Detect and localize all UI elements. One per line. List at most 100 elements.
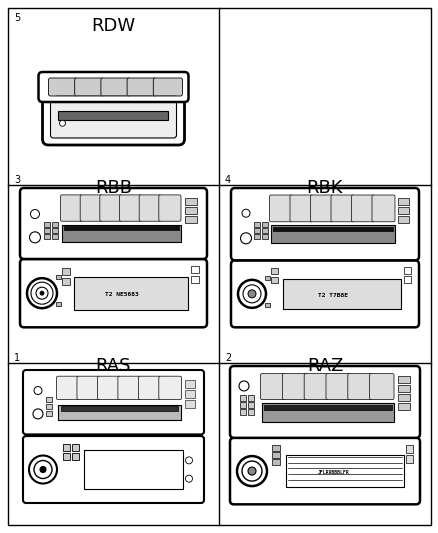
Circle shape bbox=[36, 287, 48, 299]
FancyBboxPatch shape bbox=[97, 376, 120, 400]
Bar bbox=[64, 226, 179, 230]
Bar bbox=[263, 405, 391, 410]
FancyBboxPatch shape bbox=[77, 376, 99, 400]
Text: 5: 5 bbox=[14, 13, 20, 23]
FancyBboxPatch shape bbox=[230, 260, 418, 327]
Bar bbox=[270, 268, 277, 274]
Bar bbox=[405, 445, 412, 453]
Text: RDW: RDW bbox=[91, 17, 135, 35]
FancyBboxPatch shape bbox=[159, 195, 180, 221]
Text: JFLR9BBBLFR: JFLR9BBBLFR bbox=[317, 470, 348, 475]
Bar bbox=[272, 445, 279, 451]
Bar bbox=[184, 400, 194, 408]
FancyBboxPatch shape bbox=[48, 78, 78, 96]
Text: T2 NE5683: T2 NE5683 bbox=[105, 292, 138, 297]
Bar bbox=[397, 207, 408, 214]
FancyBboxPatch shape bbox=[118, 376, 140, 400]
Bar bbox=[272, 227, 392, 231]
Bar bbox=[254, 235, 259, 239]
Bar bbox=[261, 222, 267, 228]
Bar bbox=[247, 409, 254, 415]
Bar bbox=[52, 233, 58, 239]
Text: 2: 2 bbox=[225, 353, 231, 363]
Bar bbox=[283, 279, 400, 309]
FancyBboxPatch shape bbox=[57, 376, 79, 400]
Text: RBB: RBB bbox=[95, 179, 132, 197]
FancyBboxPatch shape bbox=[347, 374, 371, 400]
Circle shape bbox=[34, 461, 52, 479]
FancyBboxPatch shape bbox=[39, 72, 188, 102]
FancyBboxPatch shape bbox=[119, 195, 141, 221]
Bar bbox=[285, 455, 403, 487]
Bar bbox=[74, 277, 187, 310]
Bar bbox=[46, 404, 52, 409]
Bar bbox=[184, 390, 194, 398]
Bar bbox=[44, 233, 50, 239]
Bar bbox=[397, 376, 409, 383]
Bar bbox=[240, 395, 245, 401]
Bar bbox=[58, 405, 180, 419]
Bar bbox=[254, 228, 259, 233]
Circle shape bbox=[40, 291, 44, 295]
FancyBboxPatch shape bbox=[310, 195, 333, 222]
FancyBboxPatch shape bbox=[230, 188, 418, 260]
FancyBboxPatch shape bbox=[80, 195, 102, 221]
FancyBboxPatch shape bbox=[20, 188, 207, 259]
FancyBboxPatch shape bbox=[369, 374, 393, 400]
Bar bbox=[191, 276, 198, 283]
Bar bbox=[403, 268, 410, 274]
FancyBboxPatch shape bbox=[330, 195, 353, 222]
Circle shape bbox=[27, 278, 57, 308]
Text: RAS: RAS bbox=[95, 357, 131, 375]
Bar bbox=[184, 380, 194, 388]
Bar bbox=[184, 216, 197, 223]
Bar bbox=[46, 411, 52, 416]
Bar bbox=[56, 302, 61, 306]
Bar bbox=[403, 276, 410, 284]
FancyBboxPatch shape bbox=[138, 376, 161, 400]
Circle shape bbox=[243, 285, 261, 303]
Bar bbox=[240, 402, 245, 408]
FancyBboxPatch shape bbox=[23, 370, 204, 434]
FancyBboxPatch shape bbox=[101, 78, 130, 96]
FancyBboxPatch shape bbox=[60, 195, 82, 221]
Circle shape bbox=[241, 461, 261, 481]
Bar bbox=[62, 278, 70, 285]
Text: 3: 3 bbox=[14, 175, 20, 185]
Text: 1: 1 bbox=[14, 353, 20, 363]
Text: 4: 4 bbox=[225, 175, 230, 185]
FancyBboxPatch shape bbox=[50, 95, 176, 138]
Circle shape bbox=[237, 280, 265, 308]
Bar bbox=[46, 397, 52, 402]
FancyBboxPatch shape bbox=[139, 195, 161, 221]
Bar bbox=[405, 455, 412, 463]
FancyBboxPatch shape bbox=[74, 78, 104, 96]
FancyBboxPatch shape bbox=[159, 376, 181, 400]
Bar bbox=[397, 385, 409, 392]
Bar bbox=[61, 406, 177, 411]
Bar bbox=[44, 222, 50, 227]
Circle shape bbox=[29, 456, 57, 483]
FancyBboxPatch shape bbox=[351, 195, 374, 222]
Bar bbox=[261, 228, 267, 233]
Circle shape bbox=[60, 120, 65, 126]
FancyBboxPatch shape bbox=[260, 374, 284, 400]
FancyBboxPatch shape bbox=[282, 374, 306, 400]
Bar bbox=[272, 452, 279, 458]
Circle shape bbox=[31, 282, 53, 304]
Bar bbox=[261, 403, 393, 422]
Circle shape bbox=[238, 381, 248, 391]
Circle shape bbox=[33, 409, 43, 419]
Circle shape bbox=[237, 456, 266, 486]
FancyBboxPatch shape bbox=[23, 436, 204, 503]
Bar bbox=[240, 409, 245, 415]
Bar bbox=[56, 275, 61, 279]
Bar bbox=[62, 268, 70, 275]
Bar bbox=[265, 303, 269, 306]
Bar bbox=[72, 453, 79, 460]
Bar bbox=[254, 222, 259, 228]
Bar bbox=[397, 198, 408, 205]
Bar bbox=[261, 235, 267, 239]
Bar bbox=[270, 225, 394, 244]
FancyBboxPatch shape bbox=[304, 374, 328, 400]
